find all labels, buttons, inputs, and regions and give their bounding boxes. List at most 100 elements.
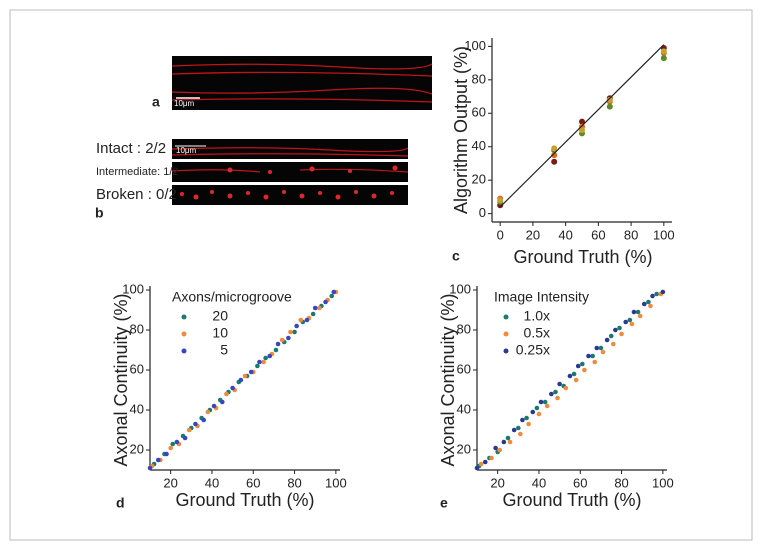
- data-point: [627, 317, 633, 323]
- legend-marker: [503, 331, 509, 337]
- data-point: [505, 435, 511, 441]
- data-point: [606, 96, 613, 103]
- data-point: [273, 347, 279, 353]
- y-tick-label: 100: [464, 38, 486, 53]
- data-point: [219, 399, 225, 405]
- data-point: [542, 399, 548, 405]
- data-point: [604, 337, 610, 343]
- data-point: [619, 331, 624, 337]
- data-point: [563, 385, 569, 391]
- data-point: [501, 439, 507, 445]
- row-label: Intermediate: 1/2: [96, 166, 179, 178]
- data-point: [248, 369, 254, 375]
- data-point: [660, 48, 667, 55]
- y-tick-label: 80: [457, 321, 471, 336]
- y-tick-label: 40: [130, 401, 144, 416]
- row-label: Broken : 0/2: [96, 186, 177, 203]
- data-point: [606, 103, 613, 110]
- data-point: [255, 363, 260, 369]
- data-point: [292, 329, 297, 335]
- y-tick-label: 60: [130, 361, 144, 376]
- data-point: [629, 321, 635, 327]
- axon-trace: [171, 63, 433, 103]
- x-tick-label: 100: [325, 475, 347, 490]
- data-point: [654, 291, 659, 297]
- scale-label: 10μm: [174, 99, 195, 108]
- legend-label: 0.25x: [516, 342, 550, 358]
- x-tick-label: 20: [526, 227, 540, 242]
- x-tick-label: 40: [558, 227, 572, 242]
- data-point: [641, 301, 647, 307]
- data-point: [611, 341, 616, 347]
- data-point: [201, 417, 206, 423]
- x-axis-label: Ground Truth (%): [175, 490, 314, 510]
- data-point: [224, 391, 229, 397]
- data-point: [186, 427, 192, 433]
- data-point: [147, 465, 153, 471]
- data-point: [586, 353, 591, 359]
- panel-label: c: [452, 248, 460, 264]
- x-tick-label: 20: [490, 475, 504, 490]
- data-point: [534, 405, 540, 411]
- data-point: [275, 341, 281, 347]
- y-tick-label: 60: [472, 105, 486, 120]
- data-point: [329, 293, 335, 299]
- x-tick-label: 80: [287, 475, 301, 490]
- data-point: [205, 409, 211, 415]
- data-point: [598, 345, 604, 351]
- x-tick-label: 0: [497, 227, 504, 242]
- data-point: [623, 319, 628, 325]
- y-tick-label: 80: [130, 321, 144, 336]
- data-point: [482, 459, 488, 465]
- data-point: [507, 439, 513, 445]
- x-tick-label: 80: [614, 475, 628, 490]
- x-axis-label: Ground Truth (%): [513, 247, 652, 267]
- data-point: [635, 309, 641, 315]
- y-axis-label: Axonal Continuity (%): [111, 293, 131, 466]
- image-background: [172, 185, 408, 205]
- y-tick-label: 20: [472, 172, 486, 187]
- y-axis-label: Axonal Continuity (%): [438, 293, 458, 466]
- data-point: [279, 337, 285, 343]
- data-point: [155, 457, 161, 463]
- data-point: [230, 385, 235, 391]
- data-point: [294, 323, 299, 329]
- data-point: [478, 461, 484, 467]
- data-point: [575, 363, 581, 369]
- data-point: [286, 335, 291, 341]
- x-axis-label: Ground Truth (%): [502, 490, 641, 510]
- data-point: [257, 359, 262, 365]
- data-point: [164, 451, 169, 457]
- data-point: [211, 403, 217, 409]
- data-point: [497, 447, 503, 453]
- data-point: [551, 145, 558, 152]
- data-point: [555, 395, 560, 401]
- axon-trace: [171, 147, 409, 157]
- data-point: [267, 353, 273, 359]
- data-point: [489, 455, 494, 461]
- image-background: [172, 139, 408, 159]
- axon-fragments: [180, 165, 398, 200]
- data-point: [567, 373, 573, 379]
- data-point: [573, 377, 579, 383]
- data-point: [168, 445, 173, 451]
- data-point: [530, 409, 536, 415]
- data-point: [631, 309, 637, 315]
- data-point: [579, 127, 585, 133]
- x-tick-label: 40: [532, 475, 546, 490]
- data-point: [242, 373, 248, 379]
- data-point: [592, 359, 598, 365]
- data-point: [518, 431, 523, 437]
- data-point: [193, 421, 198, 427]
- y-tick-label: 100: [449, 281, 471, 296]
- data-point: [497, 197, 504, 204]
- data-point: [580, 361, 585, 367]
- micrograph-b: 10μm Intact : 2/2 Intermediate: 1/2 Brok…: [95, 139, 409, 221]
- x-tick-label: 40: [205, 475, 219, 490]
- data-point: [526, 421, 531, 427]
- data-point: [594, 345, 600, 351]
- x-tick-label: 100: [652, 475, 674, 490]
- data-point: [648, 303, 653, 309]
- row-label: Intact : 2/2: [96, 140, 166, 157]
